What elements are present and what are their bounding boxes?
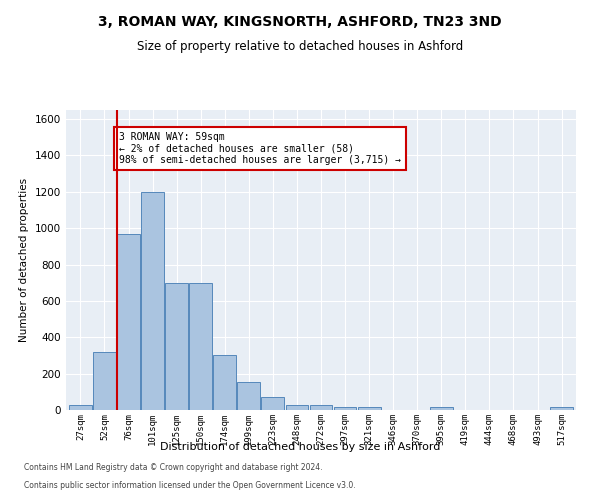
Text: Contains HM Land Registry data © Crown copyright and database right 2024.: Contains HM Land Registry data © Crown c… xyxy=(24,463,323,472)
Bar xyxy=(358,408,380,410)
Bar xyxy=(93,352,116,410)
Bar xyxy=(69,404,92,410)
Text: 3 ROMAN WAY: 59sqm
← 2% of detached houses are smaller (58)
98% of semi-detached: 3 ROMAN WAY: 59sqm ← 2% of detached hous… xyxy=(119,132,401,165)
Bar xyxy=(189,282,212,410)
Bar xyxy=(117,234,140,410)
Bar xyxy=(141,192,164,410)
Bar xyxy=(238,382,260,410)
Bar xyxy=(165,282,188,410)
Text: Size of property relative to detached houses in Ashford: Size of property relative to detached ho… xyxy=(137,40,463,53)
Bar xyxy=(214,354,236,410)
Text: Distribution of detached houses by size in Ashford: Distribution of detached houses by size … xyxy=(160,442,440,452)
Bar xyxy=(286,404,308,410)
Y-axis label: Number of detached properties: Number of detached properties xyxy=(19,178,29,342)
Bar xyxy=(262,398,284,410)
Bar xyxy=(334,408,356,410)
Text: Contains public sector information licensed under the Open Government Licence v3: Contains public sector information licen… xyxy=(24,480,356,490)
Bar xyxy=(310,406,332,410)
Bar xyxy=(550,408,573,410)
Text: 3, ROMAN WAY, KINGSNORTH, ASHFORD, TN23 3ND: 3, ROMAN WAY, KINGSNORTH, ASHFORD, TN23 … xyxy=(98,15,502,29)
Bar xyxy=(430,408,453,410)
